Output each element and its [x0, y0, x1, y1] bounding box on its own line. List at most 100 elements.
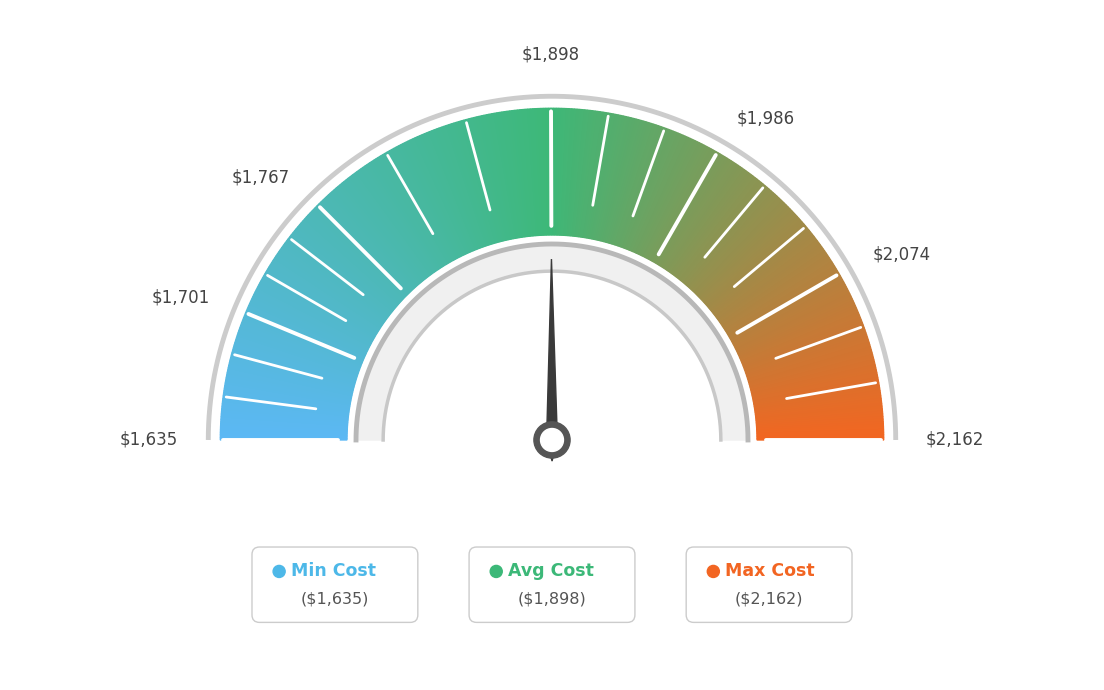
Wedge shape [237, 333, 358, 375]
Wedge shape [223, 396, 349, 414]
Wedge shape [330, 192, 416, 288]
Wedge shape [348, 177, 427, 278]
Wedge shape [734, 287, 848, 347]
Circle shape [708, 565, 720, 578]
Wedge shape [287, 239, 389, 317]
Wedge shape [424, 133, 475, 250]
Wedge shape [593, 115, 620, 239]
Wedge shape [535, 108, 543, 235]
Wedge shape [365, 164, 438, 270]
Wedge shape [221, 430, 347, 435]
Wedge shape [584, 112, 606, 237]
Wedge shape [225, 380, 350, 405]
Wedge shape [234, 343, 355, 382]
Wedge shape [754, 388, 880, 409]
Wedge shape [277, 252, 383, 325]
Wedge shape [755, 396, 881, 414]
Text: Min Cost: Min Cost [290, 562, 375, 580]
Wedge shape [302, 219, 399, 304]
Wedge shape [342, 181, 424, 282]
Wedge shape [507, 111, 526, 237]
Wedge shape [619, 127, 664, 247]
Wedge shape [660, 158, 729, 266]
Circle shape [490, 565, 502, 578]
Wedge shape [363, 166, 436, 272]
Wedge shape [604, 119, 639, 242]
Wedge shape [689, 193, 775, 288]
Wedge shape [383, 153, 448, 264]
Wedge shape [754, 383, 879, 406]
Wedge shape [221, 411, 348, 424]
Wedge shape [222, 408, 348, 422]
Wedge shape [753, 373, 878, 400]
Wedge shape [691, 196, 778, 290]
Wedge shape [522, 110, 535, 236]
Wedge shape [739, 301, 854, 355]
Wedge shape [238, 328, 359, 372]
Wedge shape [756, 417, 883, 427]
Wedge shape [230, 360, 353, 392]
Wedge shape [728, 268, 837, 335]
Wedge shape [752, 365, 875, 395]
Wedge shape [753, 370, 877, 398]
Wedge shape [595, 115, 624, 239]
Wedge shape [248, 304, 365, 357]
Wedge shape [394, 147, 456, 259]
Wedge shape [636, 137, 690, 254]
Wedge shape [401, 144, 460, 257]
Wedge shape [226, 375, 351, 402]
Wedge shape [497, 112, 519, 238]
Wedge shape [232, 350, 354, 386]
Wedge shape [355, 244, 749, 440]
Wedge shape [392, 148, 454, 261]
Wedge shape [575, 110, 593, 237]
Wedge shape [256, 287, 370, 347]
Wedge shape [751, 360, 874, 392]
Wedge shape [322, 199, 412, 292]
Wedge shape [276, 254, 382, 326]
Wedge shape [578, 111, 598, 237]
Wedge shape [235, 340, 357, 380]
Wedge shape [399, 145, 458, 258]
Wedge shape [749, 347, 871, 384]
Wedge shape [285, 241, 388, 318]
Wedge shape [714, 239, 817, 317]
Wedge shape [721, 253, 828, 326]
Wedge shape [272, 260, 380, 331]
Wedge shape [751, 357, 874, 391]
Wedge shape [415, 137, 469, 253]
Wedge shape [446, 125, 488, 246]
Wedge shape [564, 109, 574, 235]
Wedge shape [243, 318, 361, 366]
Wedge shape [301, 221, 399, 306]
Wedge shape [253, 295, 368, 351]
Wedge shape [572, 110, 587, 236]
Wedge shape [368, 163, 439, 270]
Wedge shape [246, 308, 364, 360]
Wedge shape [420, 135, 471, 252]
Wedge shape [222, 401, 349, 417]
Wedge shape [744, 322, 863, 369]
Text: $2,074: $2,074 [873, 245, 931, 263]
Wedge shape [227, 368, 352, 397]
Wedge shape [491, 113, 517, 238]
FancyBboxPatch shape [469, 547, 635, 622]
Wedge shape [231, 355, 353, 389]
Wedge shape [350, 175, 428, 277]
Wedge shape [337, 186, 420, 284]
Wedge shape [255, 290, 369, 348]
Wedge shape [757, 437, 883, 440]
Wedge shape [654, 152, 718, 262]
Wedge shape [698, 207, 789, 297]
Wedge shape [753, 377, 879, 403]
Wedge shape [221, 435, 347, 438]
Wedge shape [757, 427, 883, 433]
Wedge shape [224, 388, 350, 410]
Wedge shape [479, 116, 508, 240]
Wedge shape [732, 280, 843, 342]
Wedge shape [747, 339, 869, 380]
Wedge shape [756, 406, 882, 421]
Wedge shape [225, 378, 351, 403]
Wedge shape [221, 420, 348, 428]
Wedge shape [495, 113, 518, 238]
